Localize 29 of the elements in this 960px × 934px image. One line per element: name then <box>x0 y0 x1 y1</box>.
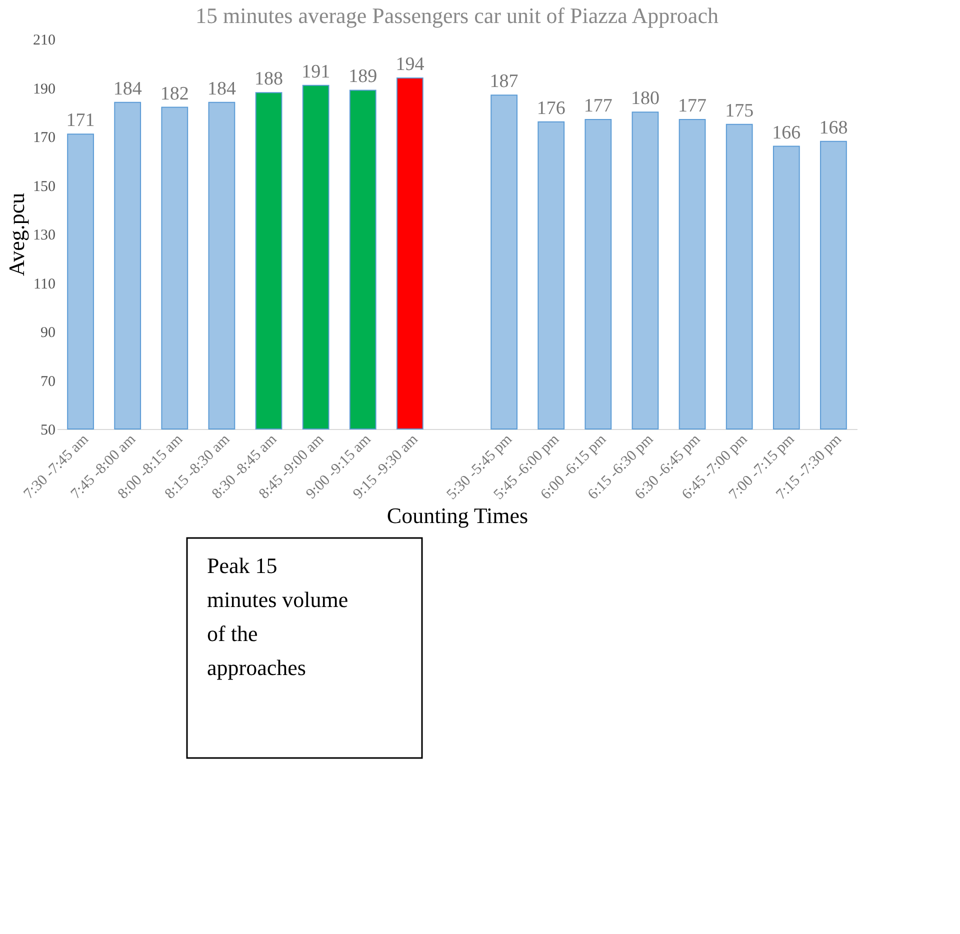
y-tick-label: 150 <box>33 178 56 195</box>
y-tick-label: 90 <box>40 325 56 341</box>
y-tick-label: 130 <box>33 228 56 244</box>
y-tick-label: 170 <box>33 130 56 146</box>
data-label: 177 <box>678 95 707 116</box>
data-label: 191 <box>302 61 330 82</box>
data-label: 171 <box>66 110 95 132</box>
data-label: 180 <box>630 88 660 110</box>
y-tick-label: 70 <box>40 374 56 390</box>
data-label: 187 <box>490 71 518 92</box>
x-axis-title: Counting Times <box>386 503 528 528</box>
data-label: 166 <box>772 122 801 144</box>
y-axis-title: Aveg.pcu <box>4 192 29 276</box>
data-label: 177 <box>584 95 612 116</box>
y-tick-label: 190 <box>33 81 56 98</box>
data-label: 194 <box>396 54 425 75</box>
data-label: 176 <box>536 98 566 119</box>
data-label: 175 <box>725 100 754 122</box>
data-label: 184 <box>207 78 236 100</box>
data-label: 182 <box>160 83 189 104</box>
data-label: 168 <box>819 117 848 138</box>
data-label: 189 <box>348 66 378 88</box>
y-tick-label: 210 <box>33 32 56 48</box>
chart-title: 15 minutes average Passengers car unit of Piazza Approach <box>196 3 718 28</box>
y-tick-label: 110 <box>34 276 56 292</box>
data-label: 184 <box>113 78 142 100</box>
text: Peak 15 minutes volume of the approaches <box>207 553 348 680</box>
data-label: 188 <box>254 68 284 90</box>
y-tick-label: 50 <box>40 422 56 438</box>
